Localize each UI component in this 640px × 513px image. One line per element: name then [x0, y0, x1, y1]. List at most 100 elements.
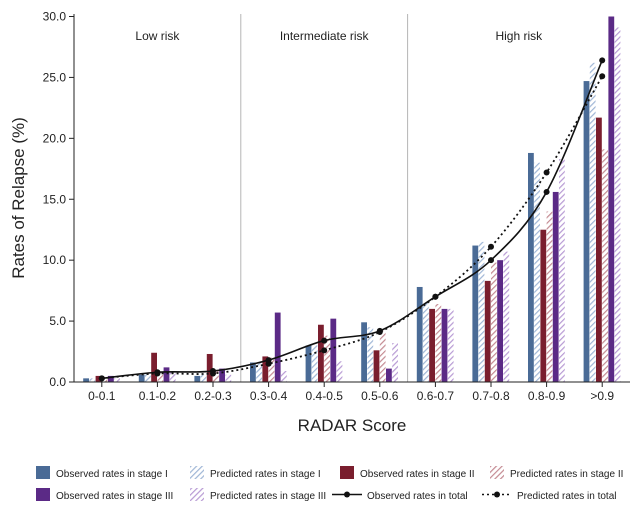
bar	[200, 374, 207, 382]
bar	[478, 241, 485, 382]
legend-swatch	[490, 466, 504, 479]
y-tick-label: 30.0	[43, 10, 67, 24]
legend-swatch	[36, 488, 50, 501]
total-point	[210, 370, 216, 377]
legend-label: Predicted rates in stage I	[210, 469, 321, 480]
bar	[435, 304, 442, 382]
bar	[268, 357, 275, 382]
bar	[169, 371, 176, 382]
bar	[250, 362, 256, 382]
bar	[336, 361, 343, 382]
legend-marker	[344, 491, 350, 498]
legend-swatch	[190, 488, 204, 501]
bar	[330, 318, 337, 382]
region-label: Intermediate risk	[280, 29, 370, 43]
bar	[89, 378, 96, 382]
bar	[83, 378, 89, 382]
x-ticks: 0-0.1 0.1-0.2 0.2-0.3 0.3-0.4 0.4-0.5 0.5-0.6…	[88, 382, 614, 403]
x-tick-label: 0.5-0.6	[361, 389, 399, 403]
y-tick-label: 25.0	[43, 70, 67, 84]
region-label: High risk	[495, 29, 543, 43]
bar	[225, 374, 232, 382]
bar	[540, 229, 547, 382]
bar	[379, 330, 386, 382]
bar	[589, 62, 596, 383]
bar	[528, 152, 534, 382]
legend-label: Observed rates in stage III	[56, 491, 173, 502]
total-point	[154, 370, 161, 377]
bar	[219, 368, 225, 382]
bar	[367, 327, 374, 382]
bar	[441, 308, 448, 382]
bar	[262, 356, 269, 382]
bar	[281, 371, 287, 382]
bar	[596, 117, 602, 383]
bar	[602, 149, 608, 382]
x-tick-label: 0.1-0.2	[139, 389, 177, 403]
bar	[546, 211, 553, 382]
bar	[206, 353, 213, 382]
bar	[614, 27, 621, 383]
total-point	[321, 337, 328, 344]
bar	[318, 324, 324, 382]
legend-label: Predicted rates in stage III	[210, 491, 326, 502]
bar	[324, 335, 330, 382]
legend-label: Observed rates in total	[367, 491, 468, 502]
bar	[256, 362, 262, 382]
bar	[552, 191, 559, 382]
bar	[361, 322, 367, 382]
total-point	[265, 360, 272, 367]
legend-label: Observed rates in stage I	[56, 469, 168, 480]
bar	[386, 368, 392, 382]
x-tick-label: 0.2-0.3	[194, 389, 232, 403]
x-tick-label: 0.7-0.8	[472, 389, 510, 403]
legend-label: Predicted rates in stage II	[510, 469, 623, 480]
bar	[392, 343, 398, 382]
bar	[484, 280, 491, 382]
total-point	[543, 169, 550, 176]
bar	[194, 375, 201, 382]
x-tick-label: 0.6-0.7	[417, 389, 455, 403]
legend-label: Observed rates in stage II	[360, 469, 475, 480]
bar	[423, 302, 429, 382]
legend-marker	[494, 491, 500, 498]
x-tick-label: 0-0.1	[88, 389, 116, 403]
bar-series	[83, 16, 621, 383]
x-tick-label: 0.4-0.5	[306, 389, 344, 403]
bar	[583, 81, 590, 382]
bar	[503, 251, 510, 382]
bar	[429, 308, 435, 382]
predicted-total-line	[101, 75, 603, 380]
y-tick-label: 15.0	[43, 192, 67, 206]
bar	[108, 375, 114, 382]
bar	[114, 378, 120, 382]
bar	[534, 162, 540, 382]
bar	[274, 312, 281, 382]
legend-swatch	[190, 466, 204, 479]
total-lines	[98, 57, 606, 382]
risk-regions: Low risk Intermediate risk High risk	[135, 14, 543, 382]
bar	[447, 308, 454, 382]
total-point	[543, 188, 550, 195]
x-tick-label: >0.9	[590, 389, 614, 403]
total-point	[432, 293, 439, 300]
y-tick-label: 20.0	[43, 131, 67, 145]
bar	[101, 377, 108, 382]
x-axis-label: RADAR Score	[298, 416, 407, 435]
y-tick-label: 10.0	[43, 253, 67, 267]
bar	[559, 159, 565, 382]
y-tick-label: 5.0	[49, 314, 66, 328]
y-tick-label: 0.0	[49, 375, 66, 389]
bar	[311, 345, 318, 382]
y-ticks: 0.0 5.0 10.0 15.0 20.0 25.0 30.0	[43, 10, 74, 389]
x-tick-label: 0.8-0.9	[528, 389, 566, 403]
bar	[157, 372, 164, 382]
observed-total-line	[101, 60, 603, 380]
total-point	[488, 243, 494, 250]
bar	[163, 367, 170, 382]
legend-swatch	[36, 466, 50, 479]
bar	[95, 375, 102, 382]
region-label: Low risk	[135, 29, 180, 43]
legend-swatch	[340, 466, 354, 479]
